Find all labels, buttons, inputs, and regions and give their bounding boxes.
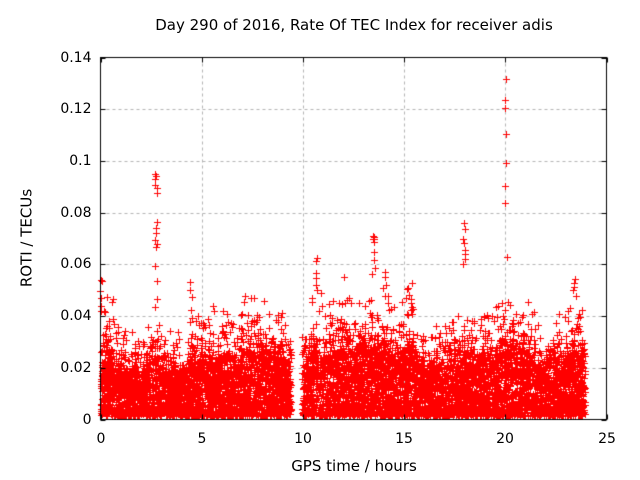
y-tick-label: 0.08	[60, 205, 92, 221]
y-tick-label: 0.12	[60, 101, 92, 117]
y-tick-label: 0	[82, 412, 92, 428]
y-tick-label: 0.04	[60, 308, 92, 324]
x-tick-label: 20	[496, 430, 514, 447]
x-tick-label: 5	[197, 430, 207, 447]
x-tick-label: 10	[294, 430, 312, 447]
y-tick-label: 0.02	[60, 360, 92, 376]
x-tick-label: 0	[96, 430, 106, 447]
y-tick-label: 0.1	[69, 153, 92, 169]
x-axis-label: GPS time / hours	[291, 457, 417, 475]
x-tick-label: 15	[395, 430, 413, 447]
y-tick-label: 0.06	[60, 256, 92, 272]
chart-title: Day 290 of 2016, Rate Of TEC Index for r…	[155, 16, 553, 34]
y-tick-label: 0.14	[60, 50, 92, 66]
x-tick-label: 25	[598, 430, 616, 447]
